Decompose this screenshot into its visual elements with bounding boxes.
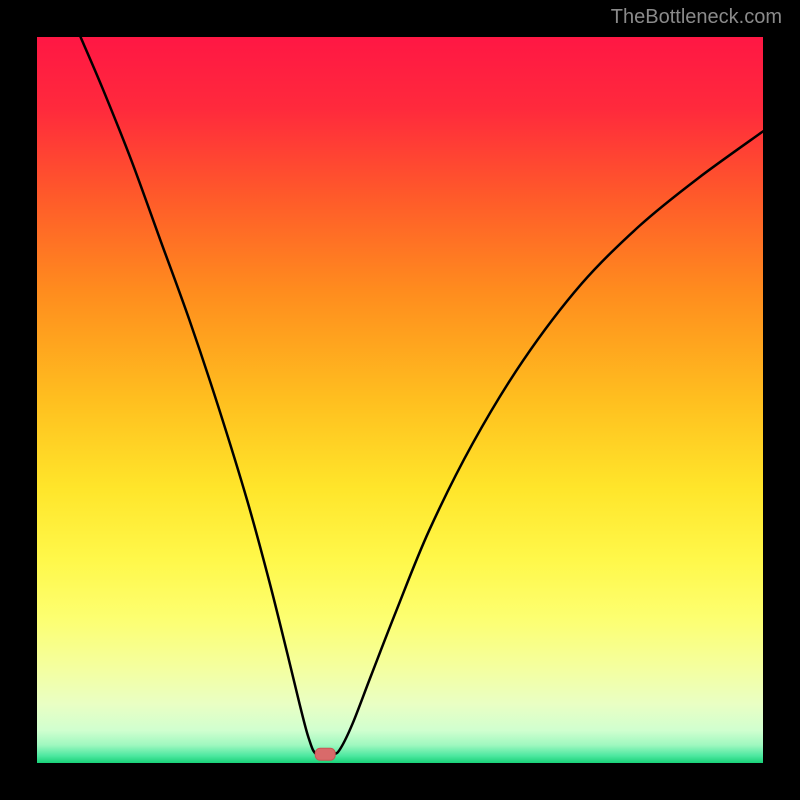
watermark-text: TheBottleneck.com (611, 6, 782, 29)
minimum-marker (315, 748, 335, 760)
chart-container: TheBottleneck.com (0, 0, 800, 800)
bottleneck-chart (0, 0, 800, 800)
plot-background (37, 37, 763, 763)
